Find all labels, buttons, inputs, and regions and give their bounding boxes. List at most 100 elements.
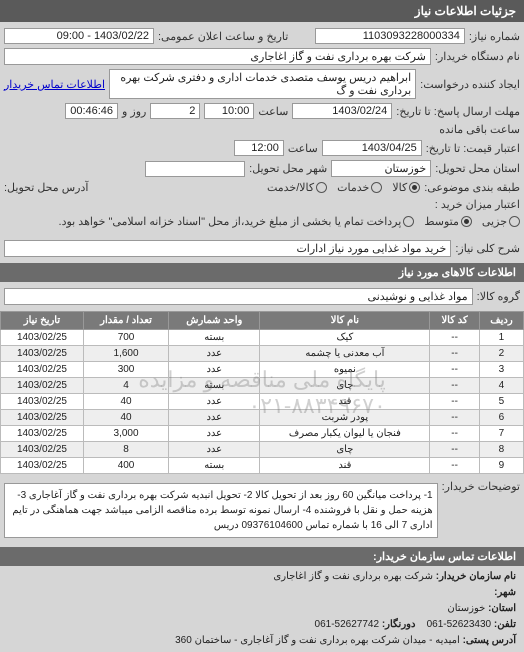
announce-label: تاریخ و ساعت اعلان عمومی: <box>158 30 288 43</box>
time-label-1: ساعت <box>258 105 288 118</box>
table-cell: 700 <box>83 330 168 346</box>
table-row: 2--آب معدنی یا چشمهعدد1,6001403/02/25 <box>1 346 524 362</box>
table-cell: 1403/02/25 <box>1 362 84 378</box>
table-cell: 1 <box>479 330 523 346</box>
table-cell: عدد <box>169 394 260 410</box>
table-header-cell: کد کالا <box>430 312 480 330</box>
days-field: 2 <box>150 103 200 119</box>
table-header-cell: واحد شمارش <box>169 312 260 330</box>
table-header-cell: نام کالا <box>260 312 430 330</box>
table-cell: -- <box>430 426 480 442</box>
table-cell: قند <box>260 458 430 474</box>
table-cell: 1403/02/25 <box>1 346 84 362</box>
table-row: 9--قندبسته4001403/02/25 <box>1 458 524 474</box>
table-cell: فنجان یا لیوان یکبار مصرف <box>260 426 430 442</box>
table-cell: 4 <box>479 378 523 394</box>
announce-field: 1403/02/22 - 09:00 <box>4 28 154 44</box>
table-cell: پودر شربت <box>260 410 430 426</box>
table-cell: عدد <box>169 346 260 362</box>
table-cell: 9 <box>479 458 523 474</box>
table-cell: 1403/02/25 <box>1 378 84 394</box>
table-cell: 5 <box>479 394 523 410</box>
radio-khadamat-label: خدمات <box>337 181 369 194</box>
days-label: روز و <box>122 105 146 118</box>
radio-both-label: کالا/خدمت <box>267 181 314 194</box>
importance-label: اعتبار میزان خرید : <box>435 198 520 211</box>
table-cell: نمیوه <box>260 362 430 378</box>
table-cell: قند <box>260 394 430 410</box>
radio-low[interactable] <box>509 216 520 227</box>
org-label: نام دستگاه خریدار: <box>435 50 520 63</box>
table-row: 7--فنجان یا لیوان یکبار مصرفعدد3,0001403… <box>1 426 524 442</box>
table-cell: کیک <box>260 330 430 346</box>
table-cell: 3 <box>479 362 523 378</box>
requester-field: ابراهیم دریس یوسف متصدی خدمات اداری و دف… <box>109 69 416 99</box>
notes-box: 1- پرداخت میانگین 60 روز بعد از تحویل کا… <box>4 483 438 538</box>
goods-header: اطلاعات کالاهای مورد نیاز <box>0 263 524 282</box>
table-row: 8--چایعدد81403/02/25 <box>1 442 524 458</box>
table-cell: عدد <box>169 362 260 378</box>
address-label: آدرس محل تحویل: <box>4 181 88 194</box>
table-row: 1--کیکبسته7001403/02/25 <box>1 330 524 346</box>
table-cell: 1403/02/25 <box>1 410 84 426</box>
table-cell: -- <box>430 362 480 378</box>
radio-kala[interactable] <box>409 182 420 193</box>
table-cell: -- <box>430 330 480 346</box>
table-cell: بسته <box>169 378 260 394</box>
radio-high[interactable] <box>403 216 414 227</box>
table-cell: -- <box>430 458 480 474</box>
table-header-cell: تاریخ نیاز <box>1 312 84 330</box>
request-no-field: 1103093228000334 <box>315 28 465 44</box>
request-no-label: شماره نیاز: <box>469 30 520 43</box>
time-label-2: ساعت <box>288 142 318 155</box>
validity-date-field: 1403/04/25 <box>322 140 422 156</box>
delivery-loc-label: استان محل تحویل: <box>435 162 520 175</box>
validity-label: اعتبار قیمت: تا تاریخ: <box>426 142 520 155</box>
table-header-cell: ردیف <box>479 312 523 330</box>
delivery-city-field <box>145 161 245 177</box>
group-label: گروه کالا: <box>477 290 520 303</box>
table-cell: 1403/02/25 <box>1 394 84 410</box>
group-field: مواد غذایی و نوشیدنی <box>4 288 473 305</box>
table-cell: 6 <box>479 410 523 426</box>
deadline-label: مهلت ارسال پاسخ: تا تاریخ: <box>396 105 520 118</box>
table-cell: 1403/02/25 <box>1 330 84 346</box>
radio-high-label: پرداخت تمام یا بخشی از مبلغ خرید،از محل … <box>59 215 402 228</box>
table-cell: -- <box>430 410 480 426</box>
table-cell: 1,600 <box>83 346 168 362</box>
table-header-cell: تعداد / مقدار <box>83 312 168 330</box>
radio-med-label: متوسط <box>424 215 459 228</box>
pkg-radio-group: کالا خدمات کالا/خدمت <box>267 181 420 194</box>
panel-title: جزئیات اطلاعات نیاز <box>0 0 524 22</box>
pkg-label: طبقه بندی موضوعی: <box>424 181 520 194</box>
table-cell: 8 <box>479 442 523 458</box>
table-cell: 1403/02/25 <box>1 426 84 442</box>
radio-med[interactable] <box>461 216 472 227</box>
table-cell: عدد <box>169 410 260 426</box>
org-field: شرکت بهره برداری نفت و گاز اغاجاری <box>4 48 431 65</box>
footer-info: نام سازمان خریدار: شرکت بهره برداری نفت … <box>0 566 524 652</box>
table-cell: 3,000 <box>83 426 168 442</box>
validity-time-field: 12:00 <box>234 140 284 156</box>
footer-header: اطلاعات تماس سازمان خریدار: <box>0 547 524 566</box>
requester-label: ایجاد کننده درخواست: <box>420 78 520 91</box>
table-cell: 2 <box>479 346 523 362</box>
radio-kala-label: کالا <box>392 181 407 194</box>
notes-label: توضیحات خریدار: <box>442 480 520 493</box>
radio-both[interactable] <box>316 182 327 193</box>
table-cell: -- <box>430 346 480 362</box>
contact-link[interactable]: اطلاعات تماس خریدار <box>4 78 105 91</box>
delivery-loc-field: خوزستان <box>331 160 431 177</box>
table-cell: 1403/02/25 <box>1 442 84 458</box>
table-cell: 1403/02/25 <box>1 458 84 474</box>
deadline-time-field: 10:00 <box>204 103 254 119</box>
radio-khadamat[interactable] <box>371 182 382 193</box>
importance-radio-group: جزیی متوسط پرداخت تمام یا بخشی از مبلغ خ… <box>59 215 520 228</box>
table-row: 5--قندعدد401403/02/25 <box>1 394 524 410</box>
info-section: شماره نیاز: 1103093228000334 تاریخ و ساع… <box>0 22 524 234</box>
table-row: 3--نمیوهعدد3001403/02/25 <box>1 362 524 378</box>
table-container: ردیفکد کالانام کالاواحد شمارشتعداد / مقد… <box>0 311 524 474</box>
table-cell: بسته <box>169 458 260 474</box>
radio-low-label: جزیی <box>482 215 507 228</box>
table-cell: چای <box>260 378 430 394</box>
